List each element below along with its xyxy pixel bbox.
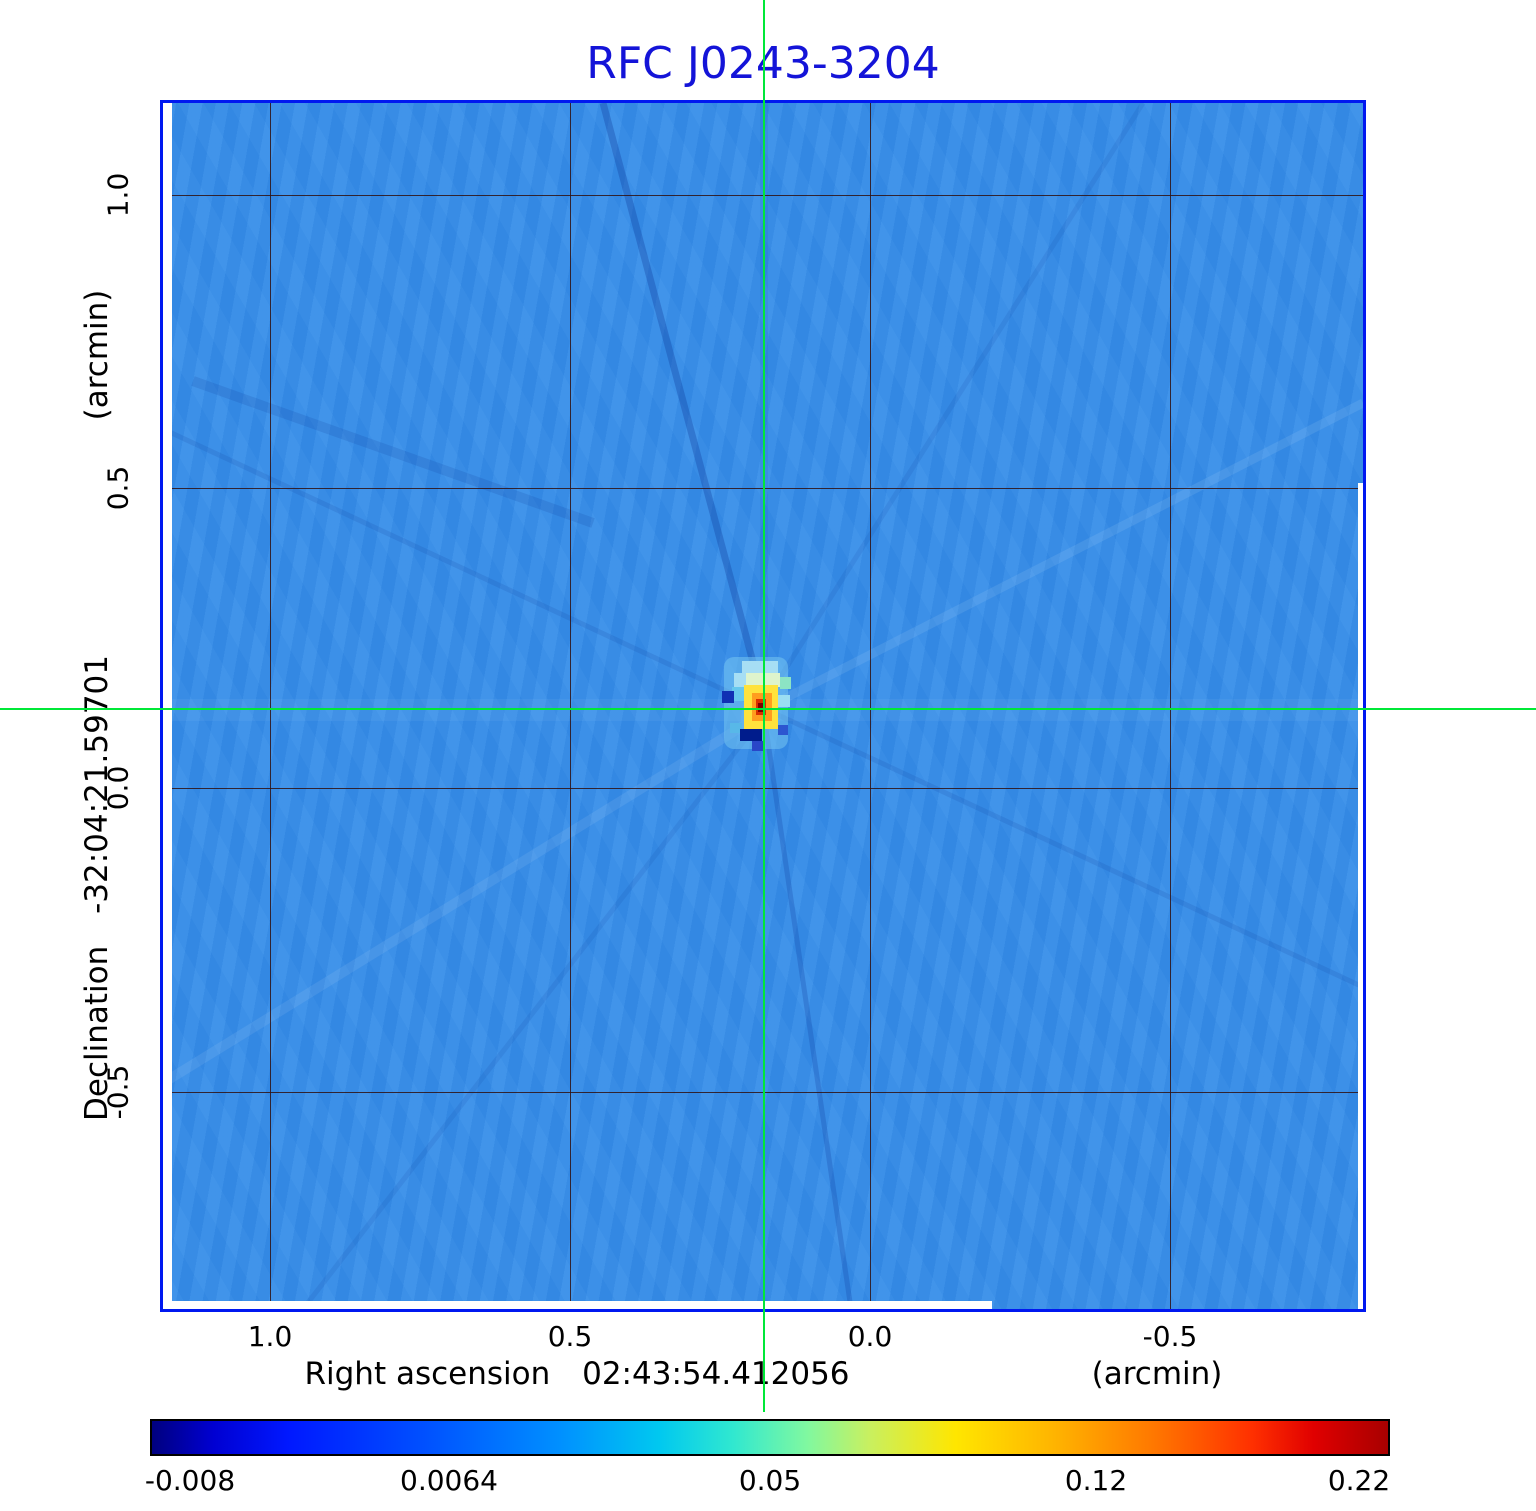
x-tick-label: -0.5 bbox=[1142, 1320, 1198, 1353]
crosshair-vertical bbox=[763, 0, 765, 1412]
colorbar-tick-label: -0.008 bbox=[144, 1464, 236, 1497]
map-edge bbox=[172, 1301, 992, 1309]
x-axis-label: Right ascension 02:43:54.412056 bbox=[304, 1356, 849, 1392]
y-tick-label: 0.5 bbox=[101, 465, 135, 511]
map-edge bbox=[163, 103, 172, 1309]
x-tick-label: 1.0 bbox=[247, 1320, 293, 1353]
x-axis-label-text: Right ascension bbox=[304, 1356, 551, 1392]
gridline-vertical bbox=[1170, 103, 1171, 1309]
y-axis-label: Declination -32:04:21.59701 bbox=[79, 655, 115, 1121]
map-edge bbox=[1358, 483, 1363, 1309]
y-tick-label: 0.0 bbox=[101, 765, 135, 811]
crosshair-horizontal bbox=[0, 708, 1536, 710]
x-axis-coordinate: 02:43:54.412056 bbox=[582, 1356, 850, 1392]
y-tick-label: 1.0 bbox=[101, 172, 135, 218]
y-axis-unit-label: (arcmin) bbox=[79, 289, 115, 421]
x-tick-label: 0.5 bbox=[547, 1320, 593, 1353]
gridline-vertical bbox=[870, 103, 871, 1309]
gridline-vertical bbox=[570, 103, 571, 1309]
colorbar bbox=[150, 1419, 1390, 1456]
x-tick-label: 0.0 bbox=[847, 1320, 893, 1353]
y-tick-label: -0.5 bbox=[101, 1064, 135, 1120]
x-axis-unit-label: (arcmin) bbox=[1091, 1356, 1223, 1392]
colorbar-tick-label: 0.12 bbox=[1064, 1464, 1128, 1497]
gridline-vertical bbox=[270, 103, 271, 1309]
colorbar-tick-label: 0.22 bbox=[1327, 1464, 1391, 1497]
colorbar-tick-label: 0.05 bbox=[738, 1464, 802, 1497]
colorbar-tick-label: 0.0064 bbox=[400, 1464, 498, 1497]
